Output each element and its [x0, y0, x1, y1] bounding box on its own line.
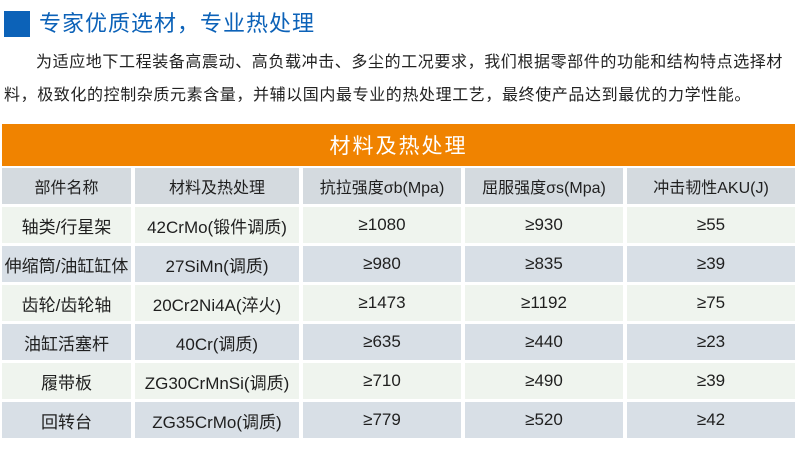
table-cell: 齿轮/齿轮轴 — [2, 285, 131, 321]
intro-paragraph: 为适应地下工程装备高震动、高负载冲击、多尘的工况要求，我们根据零部件的功能和结构… — [4, 54, 784, 104]
table-cell: 履带板 — [2, 363, 131, 399]
table-cell: ≥930 — [465, 207, 623, 243]
table-cell: ≥23 — [627, 324, 795, 360]
table-cell: ≥835 — [465, 246, 623, 282]
materials-table: 部件名称 材料及热处理 抗拉强度σb(Mpa) 屈服强度σs(Mpa) 冲击韧性AKU(… — [2, 168, 795, 438]
page-title: 专家优质选材，专业热处理 — [39, 11, 316, 36]
table-cell: ≥1473 — [303, 285, 461, 321]
table-banner: 材料及热处理 — [2, 124, 795, 166]
column-header: 屈服强度σs(Mpa) — [465, 168, 623, 204]
table-cell: 40Cr(调质) — [135, 324, 299, 360]
table-cell: ZG30CrMnSi(调质) — [135, 363, 299, 399]
column-header: 材料及热处理 — [135, 168, 299, 204]
table-cell: 20Cr2Ni4A(淬火) — [135, 285, 299, 321]
table-cell: ZG35CrMo(调质) — [135, 402, 299, 438]
table-cell: 伸缩筒/油缸缸体 — [2, 246, 131, 282]
column-header: 冲击韧性AKU(J) — [627, 168, 795, 204]
table-cell: 27SiMn(调质) — [135, 246, 299, 282]
table-cell: 回转台 — [2, 402, 131, 438]
table-cell: ≥490 — [465, 363, 623, 399]
table-cell: ≥440 — [465, 324, 623, 360]
table-cell: ≥1080 — [303, 207, 461, 243]
table-cell: ≥55 — [627, 207, 795, 243]
table-cell: ≥42 — [627, 402, 795, 438]
section-header: 专家优质选材，专业热处理 — [4, 10, 792, 38]
table-cell: ≥980 — [303, 246, 461, 282]
table-cell: ≥520 — [465, 402, 623, 438]
table-cell: 油缸活塞杆 — [2, 324, 131, 360]
blue-square-icon — [4, 11, 30, 37]
table-cell: ≥75 — [627, 285, 795, 321]
table-cell: ≥39 — [627, 246, 795, 282]
column-header: 部件名称 — [2, 168, 131, 204]
table-cell: ≥635 — [303, 324, 461, 360]
table-cell: 42CrMo(锻件调质) — [135, 207, 299, 243]
table-cell: ≥1192 — [465, 285, 623, 321]
table-cell: 轴类/行星架 — [2, 207, 131, 243]
table-banner-title: 材料及热处理 — [329, 135, 468, 158]
table-cell: ≥39 — [627, 363, 795, 399]
table-cell: ≥779 — [303, 402, 461, 438]
table-cell: ≥710 — [303, 363, 461, 399]
column-header: 抗拉强度σb(Mpa) — [303, 168, 461, 204]
